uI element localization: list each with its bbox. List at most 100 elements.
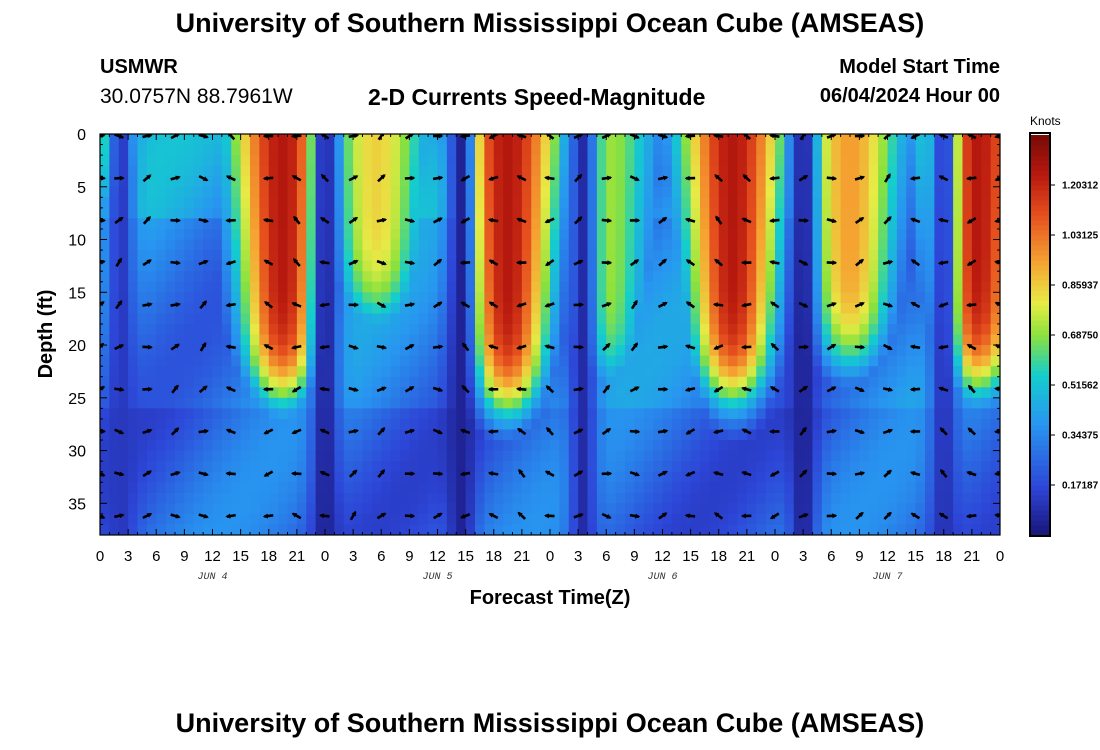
speed-cell	[118, 207, 129, 220]
speed-cell	[634, 408, 645, 420]
speed-cell	[962, 334, 973, 346]
current-vector	[854, 386, 865, 393]
speed-cell	[962, 207, 973, 220]
speed-cell	[250, 281, 260, 293]
speed-cell	[306, 355, 317, 367]
speed-cell	[465, 207, 476, 220]
speed-cell	[990, 524, 1000, 535]
current-vector	[293, 215, 301, 225]
speed-cell	[831, 387, 842, 399]
speed-cell	[718, 471, 729, 483]
speed-cell	[756, 207, 767, 220]
speed-cell	[756, 144, 767, 156]
speed-cell	[746, 155, 757, 167]
speed-cell	[428, 155, 439, 167]
speed-cell	[325, 302, 335, 314]
speed-cell	[221, 524, 232, 535]
speed-cell	[971, 155, 982, 167]
speed-cell	[250, 376, 260, 388]
speed-cell	[606, 450, 617, 462]
speed-cell	[878, 228, 889, 241]
speed-cell	[446, 345, 457, 357]
speed-cell	[578, 524, 589, 535]
speed-cell	[765, 471, 776, 483]
speed-cell	[915, 207, 926, 220]
speed-cell	[231, 366, 242, 378]
speed-cell	[306, 366, 317, 378]
speed-cell	[915, 429, 926, 441]
speed-cell	[381, 165, 392, 177]
speed-cell	[315, 250, 326, 262]
speed-cell	[240, 524, 251, 535]
speed-cell	[540, 313, 551, 325]
speed-cell	[212, 376, 223, 388]
speed-cell	[821, 429, 832, 441]
speed-cell	[662, 165, 673, 177]
speed-cell	[606, 155, 617, 167]
speed-cell	[859, 334, 870, 346]
speed-cell	[784, 450, 795, 462]
speed-cell	[728, 376, 739, 388]
speed-cell	[662, 408, 673, 420]
speed-cell	[728, 186, 739, 198]
speed-cell	[718, 429, 729, 441]
speed-cell	[887, 492, 898, 504]
speed-cell	[446, 461, 457, 473]
speed-cell	[446, 450, 457, 462]
speed-cell	[850, 176, 860, 188]
speed-cell	[896, 492, 907, 504]
speed-cell	[231, 334, 242, 346]
speed-cell	[371, 366, 382, 378]
speed-cell	[456, 144, 467, 156]
speed-cell	[653, 429, 664, 441]
speed-cell	[878, 313, 889, 325]
speed-cell	[821, 387, 832, 399]
speed-cell	[775, 165, 785, 177]
speed-cell	[915, 503, 926, 515]
current-vector	[114, 513, 125, 519]
speed-cell	[428, 134, 439, 146]
speed-cell	[118, 450, 129, 462]
speed-cell	[278, 207, 289, 220]
speed-cell	[409, 292, 420, 304]
speed-cell	[437, 503, 448, 515]
speed-cell	[381, 260, 392, 272]
speed-cell	[643, 408, 654, 420]
speed-cell	[175, 228, 185, 241]
speed-cell	[981, 239, 992, 251]
speed-cell	[175, 418, 185, 431]
speed-cell	[381, 271, 392, 283]
speed-cell	[165, 176, 176, 188]
speed-cell	[812, 260, 823, 272]
speed-cell	[521, 345, 532, 357]
speed-cell	[812, 408, 823, 420]
speed-cell	[737, 334, 748, 346]
current-vector	[291, 428, 302, 435]
current-vector	[291, 385, 302, 393]
speed-cell	[831, 228, 842, 241]
colorbar-segment	[1031, 250, 1049, 256]
speed-cell	[737, 228, 748, 241]
speed-cell	[231, 355, 242, 367]
speed-cell	[718, 134, 729, 146]
speed-cell	[521, 366, 532, 378]
footer-title: University of Southern Mississippi Ocean…	[175, 708, 925, 738]
speed-cell	[812, 313, 823, 325]
colorbar-segment	[1031, 475, 1049, 481]
speed-cell	[353, 418, 364, 431]
speed-cell	[343, 471, 354, 483]
colorbar-segment	[1031, 375, 1049, 381]
speed-cell	[109, 429, 120, 441]
speed-cell	[418, 418, 429, 431]
current-vector	[909, 386, 921, 392]
speed-cell	[165, 165, 176, 177]
speed-cell	[915, 355, 926, 367]
current-vector	[713, 512, 724, 520]
speed-cell	[437, 397, 448, 409]
speed-cell	[709, 155, 720, 167]
speed-cell	[296, 513, 307, 526]
speed-cell	[737, 387, 748, 399]
speed-cell	[156, 176, 167, 188]
speed-cell	[925, 281, 935, 293]
speed-cell	[203, 302, 214, 314]
